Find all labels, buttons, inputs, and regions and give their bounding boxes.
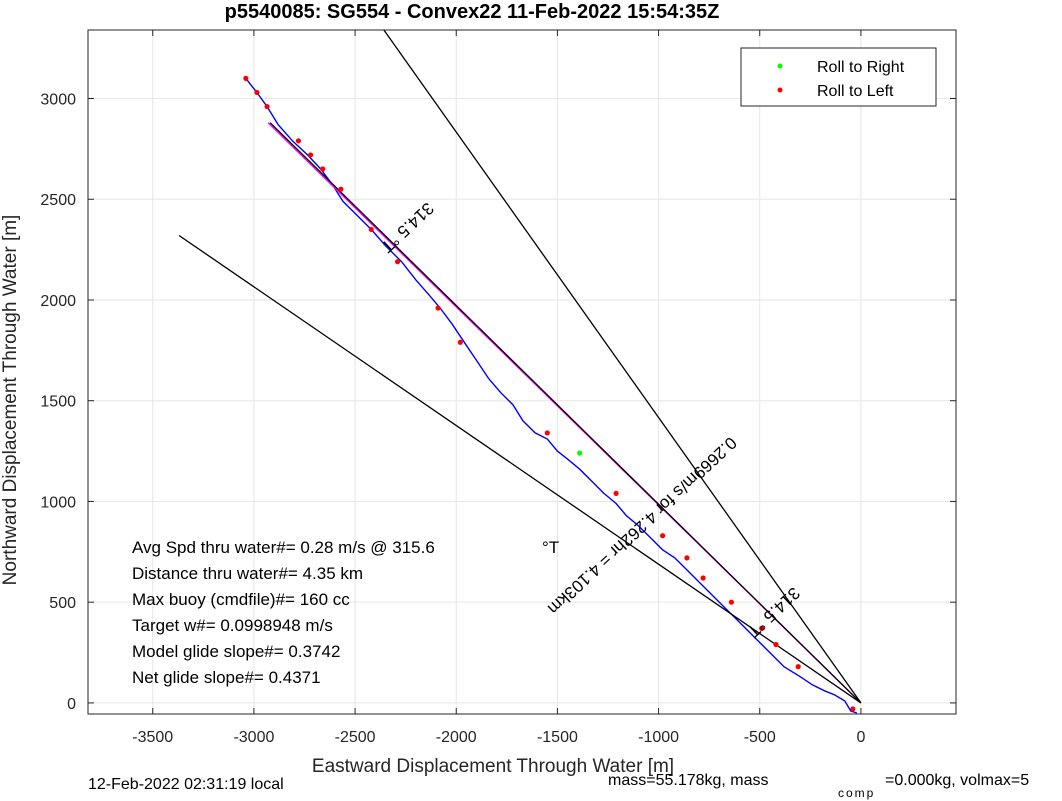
point-roll-to-left: [660, 533, 666, 539]
y-tick-label: 1500: [40, 394, 76, 411]
y-tick-label: 2500: [40, 192, 76, 209]
stat-target-w: Target w#= 0.0998948 m/s: [132, 616, 333, 635]
stat-distance: Distance thru water#= 4.35 km: [132, 564, 363, 583]
plot-lines: [178, 30, 862, 714]
x-tick-label: -1000: [638, 729, 679, 746]
point-roll-to-left: [773, 641, 779, 648]
x-tick-label: -3500: [132, 729, 173, 746]
x-tick-label: 0: [856, 729, 865, 746]
stats-block: Avg Spd thru water#= 0.28 m/s @ 315.6 °T…: [132, 538, 559, 687]
legend: Roll to Right Roll to Left: [740, 47, 937, 107]
legend-label-roll-left: Roll to Left: [817, 83, 894, 100]
point-roll-to-left: [295, 138, 302, 144]
heading-line: [269, 122, 862, 704]
stat-avg-speed-unit: °T: [542, 538, 559, 557]
point-roll-to-left: [684, 555, 690, 561]
footer-local-time: 12-Feb-2022 02:31:19 local: [88, 776, 284, 793]
point-roll-to-left: [795, 664, 801, 670]
point-roll-to-left: [307, 152, 314, 158]
point-roll-to-left: [338, 186, 344, 192]
point-roll-to-left: [394, 259, 401, 265]
y-axis-label: Northward Displacement Through Water [m]: [0, 215, 21, 586]
point-roll-to-left: [320, 166, 326, 172]
axis-ticks: -3500 -3000 -2500 -2000 -1500 -1000 -500 0 0 500 1…: [40, 30, 956, 746]
y-tick-label: 1000: [40, 494, 76, 511]
x-tick-label: -2000: [436, 729, 477, 746]
point-roll-to-left: [254, 89, 260, 96]
point-roll-to-left: [457, 339, 463, 345]
point-roll-to-left: [243, 75, 249, 81]
stat-avg-speed: Avg Spd thru water#= 0.28 m/s @ 315.6: [132, 538, 435, 557]
point-roll-to-left: [544, 430, 550, 436]
x-tick-label: -1500: [537, 729, 578, 746]
x-axis-label: Eastward Displacement Through Water [m]: [312, 756, 674, 777]
legend-marker-roll-left: [777, 87, 783, 93]
point-roll-to-left: [264, 103, 270, 110]
legend-marker-roll-right: [777, 63, 783, 69]
heading-line: [383, 30, 862, 704]
x-tick-label: -3000: [233, 729, 274, 746]
grid: [88, 30, 956, 714]
legend-box: [740, 47, 937, 107]
series-line-track: [245, 77, 858, 714]
point-roll-to-left: [613, 490, 619, 496]
point-roll-to-left: [728, 599, 735, 605]
point-roll-to-left: [435, 305, 441, 311]
point-roll-to-left: [368, 226, 374, 233]
footer-mass-sub: comp: [838, 786, 875, 800]
x-tick-label: -500: [744, 729, 776, 746]
heading-line: [178, 234, 862, 704]
point-roll-to-left: [850, 706, 856, 712]
stat-net-glide: Net glide slope#= 0.4371: [132, 668, 321, 687]
plot-points: [243, 75, 856, 712]
y-tick-label: 2000: [40, 293, 76, 310]
legend-label-roll-right: Roll to Right: [817, 59, 905, 76]
y-tick-label: 500: [49, 595, 76, 612]
footer-mass-post: =0.000kg, volmax=5: [885, 772, 1029, 789]
chart-title: p5540085: SG554 - Convex22 11-Feb-2022 1…: [225, 1, 720, 23]
footer-mass: mass=55.178kg, mass: [608, 772, 769, 789]
x-tick-label: -2500: [335, 729, 376, 746]
point-roll-to-right: [577, 450, 583, 456]
stat-max-buoy: Max buoy (cmdfile)#= 160 cc: [132, 590, 350, 609]
footer-mass-pre: mass=55.178kg, mass: [608, 772, 769, 789]
stat-model-glide: Model glide slope#= 0.3742: [132, 642, 340, 661]
y-tick-label: 3000: [40, 92, 76, 109]
point-roll-to-left: [700, 575, 706, 581]
plot-frame: [87, 29, 957, 715]
point-roll-to-left: [759, 625, 765, 631]
y-tick-label: 0: [67, 696, 76, 713]
